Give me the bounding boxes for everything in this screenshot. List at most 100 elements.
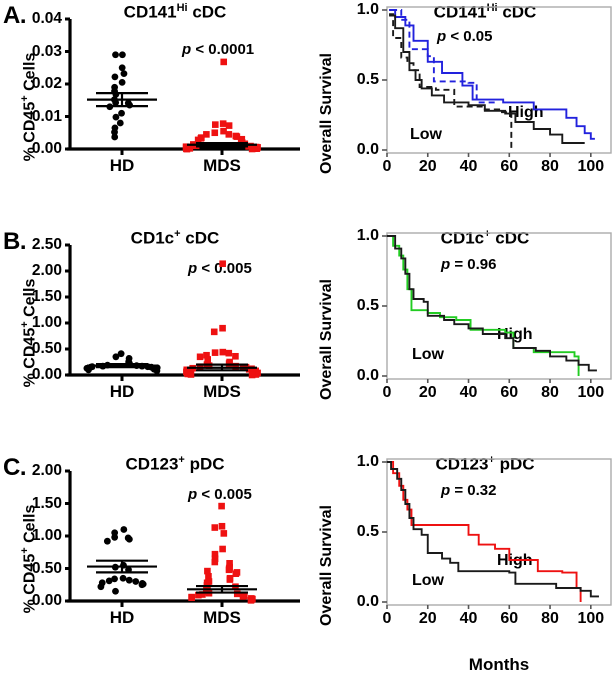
survival-curve-label-low: Low bbox=[412, 572, 444, 589]
survival-x-axis-title: Months bbox=[468, 655, 530, 674]
scatter-point-mds bbox=[233, 590, 241, 598]
survival-x-tick-label: 40 bbox=[459, 158, 478, 175]
scatter-group-label-hd: HD bbox=[109, 156, 135, 175]
scatter-point-mds bbox=[245, 365, 253, 373]
scatter-plot-title: CD141Hi cDC bbox=[123, 2, 227, 22]
scatter-point-hd bbox=[111, 533, 119, 541]
scatter-point-hd bbox=[138, 581, 146, 589]
scatter-point-mds bbox=[219, 120, 227, 127]
survival-x-tick-label: 0 bbox=[382, 158, 392, 175]
scatter-y-tick-label: 1.50 bbox=[31, 494, 62, 512]
scatter-point-hd bbox=[118, 109, 125, 117]
scatter-point-hd bbox=[111, 575, 118, 583]
survival-curve-label-low: Low bbox=[412, 346, 444, 363]
scatter-point-hd bbox=[117, 350, 125, 358]
survival-y-tick-label: 0.0 bbox=[356, 593, 379, 610]
scatter-point-mds bbox=[220, 58, 228, 66]
survival-curve-label-high: High bbox=[497, 326, 533, 343]
scatter-point-hd bbox=[119, 574, 127, 582]
scatter-group-label-mds: MDS bbox=[203, 608, 241, 627]
scatter-point-hd bbox=[116, 119, 124, 127]
scatter-point-mds bbox=[232, 570, 240, 577]
scatter-point-mds bbox=[203, 131, 210, 138]
survival-y-axis-label: Overall Survival bbox=[318, 279, 335, 400]
scatter-point-mds bbox=[218, 522, 226, 530]
survival-p-value: p < 0.05 bbox=[437, 28, 493, 45]
survival-x-tick-label: 80 bbox=[541, 384, 559, 401]
title-superscript: Hi bbox=[176, 2, 188, 14]
scatter-point-mds bbox=[195, 591, 202, 599]
panel-letter: A. bbox=[3, 2, 27, 29]
survival-y-tick-label: 1.0 bbox=[356, 227, 379, 244]
scatter-point-mds bbox=[211, 524, 219, 531]
scatter-p-value: p < 0.005 bbox=[188, 486, 252, 503]
scatter-point-mds bbox=[245, 143, 252, 150]
survival-y-axis-label: Overall Survival bbox=[318, 505, 335, 626]
survival-x-tick-label: 20 bbox=[418, 610, 437, 627]
survival-x-tick-label: 0 bbox=[382, 384, 392, 401]
scatter-point-hd bbox=[111, 133, 119, 141]
survival-plot-title: CD141Hi cDC bbox=[433, 2, 537, 22]
scatter-p-value: p < 0.005 bbox=[188, 260, 252, 277]
scatter-point-mds bbox=[212, 121, 219, 128]
scatter-point-mds bbox=[226, 576, 234, 583]
scatter-point-hd bbox=[132, 578, 140, 585]
scatter-point-mds bbox=[225, 566, 233, 574]
scatter-y-tick-label: 0.50 bbox=[31, 559, 62, 577]
scatter-point-mds bbox=[220, 127, 227, 135]
scatter-point-mds bbox=[210, 328, 218, 336]
scatter-y-tick-label: 2.50 bbox=[31, 236, 62, 253]
scatter-point-hd bbox=[111, 73, 119, 81]
title-superscript: Hi bbox=[486, 2, 498, 14]
scatter-y-tick-label: 1.50 bbox=[31, 288, 62, 305]
survival-curve-label-high: High bbox=[497, 552, 533, 569]
scatter-point-mds bbox=[225, 349, 233, 357]
scatter-plot-title: CD1c+ cDC bbox=[130, 228, 220, 248]
survival-x-tick-label: 60 bbox=[500, 384, 519, 401]
scatter-point-hd bbox=[112, 99, 120, 106]
survival-x-tick-label: 20 bbox=[418, 158, 437, 175]
title-superscript: + bbox=[488, 454, 495, 466]
scatter-point-mds bbox=[211, 129, 219, 137]
survival-x-tick-label: 100 bbox=[577, 384, 605, 401]
scatter-point-hd bbox=[118, 64, 126, 72]
scatter-point-mds bbox=[218, 502, 225, 510]
panel-a: A. CD141Hi cDC CD141Hi cDC% CD45+ Cells 0.0… bbox=[0, 0, 614, 228]
survival-x-tick-label: 20 bbox=[418, 384, 437, 401]
scatter-plot-canvas bbox=[65, 243, 300, 381]
survival-plot-title: CD123+ pDC bbox=[435, 454, 535, 474]
scatter-point-mds bbox=[199, 591, 206, 598]
survival-y-tick-label: 0.0 bbox=[356, 367, 379, 384]
survival-curve-label-high: High bbox=[508, 104, 544, 121]
scatter-point-hd bbox=[125, 576, 133, 584]
scatter-y-tick-label: 0.04 bbox=[31, 10, 62, 27]
scatter-point-mds bbox=[211, 349, 219, 356]
survival-y-tick-label: 0.5 bbox=[356, 71, 379, 88]
scatter-point-mds bbox=[183, 145, 191, 153]
scatter-point-mds bbox=[247, 597, 255, 604]
scatter-point-hd bbox=[112, 587, 119, 595]
scatter-point-mds bbox=[205, 573, 212, 580]
scatter-y-tick-label: 2.00 bbox=[31, 262, 62, 279]
survival-curve-high-dashed bbox=[391, 9, 496, 104]
scatter-point-mds bbox=[225, 131, 233, 138]
scatter-y-tick-label: 0.02 bbox=[31, 75, 62, 92]
survival-p-value: p = 0.96 bbox=[441, 256, 497, 273]
scatter-p-value: p < 0.0001 bbox=[182, 41, 255, 58]
scatter-point-mds bbox=[204, 356, 211, 363]
scatter-point-hd bbox=[125, 535, 133, 543]
scatter-point-mds bbox=[194, 136, 202, 144]
survival-p-value: p = 0.32 bbox=[441, 482, 497, 499]
scatter-point-hd bbox=[97, 583, 105, 591]
scatter-point-mds bbox=[252, 371, 260, 378]
panel-letter: B. bbox=[3, 228, 27, 255]
scatter-point-mds bbox=[232, 352, 239, 360]
survival-x-tick-label: 80 bbox=[541, 610, 559, 627]
scatter-point-mds bbox=[220, 530, 228, 537]
scatter-y-tick-label: 0.00 bbox=[31, 366, 62, 383]
panel-letter: C. bbox=[3, 454, 27, 481]
scatter-point-mds bbox=[225, 122, 233, 129]
scatter-plot-canvas bbox=[65, 17, 300, 155]
title-superscript: + bbox=[484, 228, 491, 240]
